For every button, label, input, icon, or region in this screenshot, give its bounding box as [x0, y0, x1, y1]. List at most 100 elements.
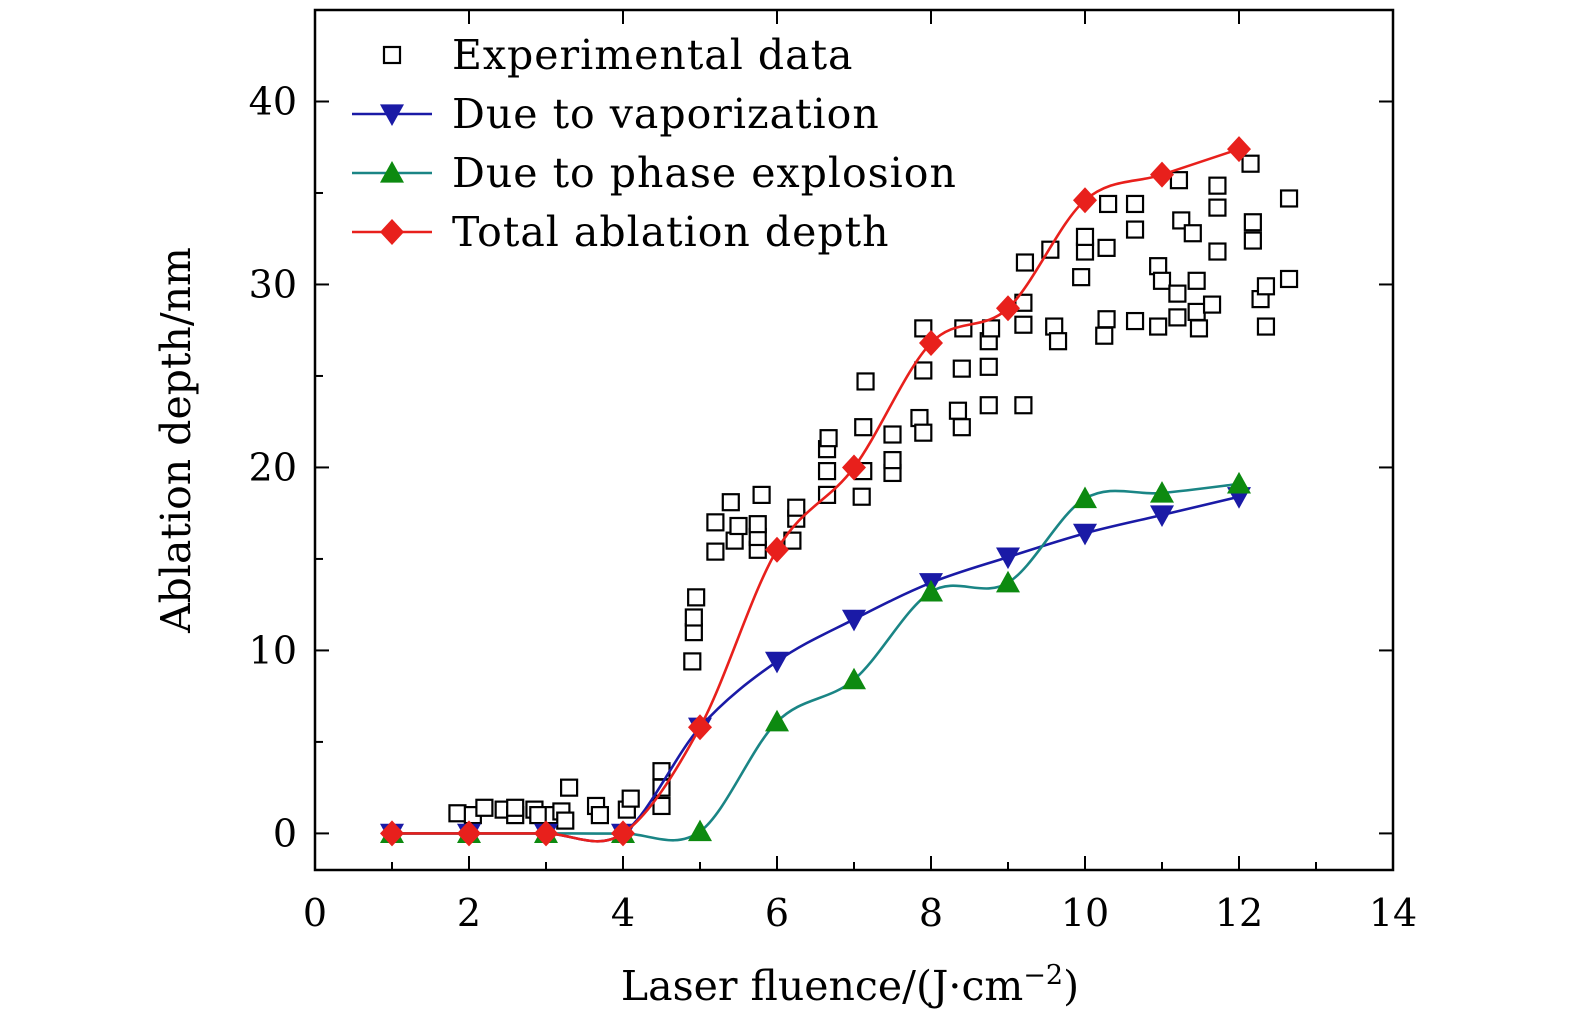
data-point	[621, 789, 640, 808]
x-tick-label: 10	[1061, 891, 1109, 935]
y-axis-title: Ablation depth/nm	[152, 247, 200, 634]
data-point	[1208, 198, 1227, 217]
data-point	[1125, 220, 1145, 239]
x-tick-label: 0	[303, 891, 327, 935]
data-point	[1125, 194, 1145, 214]
data-point	[1097, 310, 1116, 329]
data-point	[996, 570, 1020, 593]
plot-frame	[313, 8, 1395, 872]
data-point	[952, 418, 971, 437]
data-point	[1168, 284, 1187, 303]
data-point	[721, 493, 740, 512]
data-point	[683, 652, 702, 671]
data-point	[1014, 396, 1033, 415]
data-point	[1048, 332, 1068, 351]
data-point	[1152, 271, 1172, 290]
series-line	[392, 482, 1240, 842]
data-point	[529, 806, 548, 825]
data-point	[1095, 326, 1114, 345]
y-tick-label: 10	[249, 628, 297, 672]
x-tick-label: 6	[765, 891, 789, 935]
series-line	[392, 495, 1240, 843]
data-point	[914, 361, 933, 380]
data-point	[979, 396, 998, 415]
series-due-to-phase-explosion	[380, 471, 1251, 844]
data-point	[842, 454, 866, 481]
data-point	[1169, 171, 1189, 190]
data-point	[981, 319, 1001, 338]
data-point	[817, 462, 837, 481]
data-point	[475, 798, 494, 817]
x-axis-title-main: Laser fluence/(J·cm	[621, 962, 1023, 1010]
data-point	[1183, 224, 1202, 243]
data-point	[854, 418, 873, 437]
data-point	[787, 498, 806, 517]
data-point	[948, 401, 968, 420]
series-due-to-vaporization	[380, 487, 1251, 846]
x-tick-label: 8	[919, 891, 943, 935]
data-point	[752, 485, 771, 504]
data-point	[457, 820, 481, 847]
y-tick-label: 0	[273, 811, 297, 855]
x-tick-label: 12	[1215, 891, 1263, 935]
legend-label: Due to phase explosion	[452, 149, 957, 197]
data-point	[1150, 505, 1174, 528]
data-point	[1149, 317, 1168, 336]
data-point	[1187, 302, 1206, 322]
data-point	[688, 819, 712, 842]
legend-label: Due to vaporization	[452, 90, 880, 138]
data-point	[652, 796, 671, 816]
x-axis-title-sup: −2	[1023, 960, 1063, 991]
data-point	[1208, 242, 1227, 261]
data-point	[687, 588, 706, 607]
data-point	[996, 295, 1020, 322]
data-point	[952, 359, 971, 378]
data-point	[1243, 213, 1262, 232]
data-point	[706, 513, 725, 532]
data-point	[914, 423, 933, 442]
data-point	[688, 714, 712, 741]
data-point	[914, 319, 933, 338]
data-point	[729, 516, 748, 536]
data-point	[852, 487, 871, 506]
data-point	[1208, 176, 1227, 195]
x-axis-title: Laser fluence/(J·cm−2)	[621, 960, 1079, 1010]
data-point	[1279, 189, 1299, 208]
legend: Experimental data Due to vaporization Due …	[352, 31, 957, 256]
data-point	[1014, 315, 1033, 334]
data-point	[590, 806, 610, 825]
data-point	[506, 798, 525, 817]
data-point	[919, 330, 943, 357]
data-point	[1168, 308, 1187, 327]
legend-marker	[380, 161, 404, 183]
data-point	[765, 651, 789, 674]
data-point	[1241, 154, 1260, 173]
axis-tick-labels: 0 2 4 6 8 10 12 14 0 10 20 30 40	[249, 79, 1418, 935]
legend-marker	[380, 219, 404, 245]
data-point	[996, 547, 1020, 570]
data-point	[842, 609, 866, 632]
data-point	[919, 579, 943, 602]
data-point	[1073, 523, 1097, 546]
data-point	[706, 542, 725, 561]
axis-ticks	[314, 10, 1394, 870]
x-tick-label: 4	[611, 891, 635, 935]
data-point	[1098, 194, 1118, 214]
x-tick-label: 2	[457, 891, 481, 935]
x-tick-label: 14	[1369, 891, 1417, 935]
legend-marker	[382, 45, 402, 65]
data-point	[1150, 161, 1174, 188]
data-point	[1243, 231, 1262, 250]
data-point	[748, 515, 767, 534]
data-point	[1187, 271, 1206, 290]
data-point	[556, 811, 575, 830]
data-point	[765, 536, 789, 563]
data-point	[1256, 317, 1276, 336]
data-point	[1073, 187, 1097, 214]
data-point	[1279, 269, 1299, 289]
data-point	[883, 451, 902, 470]
data-point	[979, 357, 998, 376]
y-tick-label: 30	[249, 262, 297, 306]
data-point	[380, 820, 404, 847]
data-point	[819, 429, 838, 448]
